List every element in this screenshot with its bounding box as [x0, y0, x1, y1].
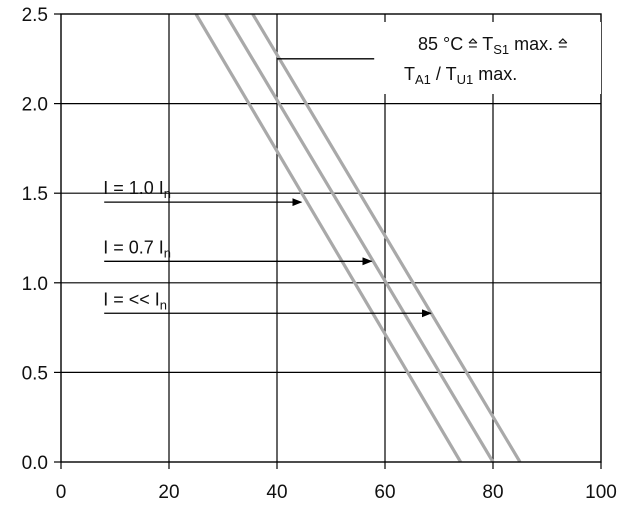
label-subscript: n: [164, 245, 171, 260]
label-i10: I = 1.0 In: [103, 178, 171, 201]
y-tick-label: 1.5: [22, 184, 48, 205]
note-line-2: TA1 / TU1 max.: [404, 64, 517, 87]
label-subscript: n: [164, 186, 171, 201]
corresponds-symbol: =: [558, 37, 567, 54]
x-tick-label: 100: [585, 482, 617, 503]
plot-border: [60, 13, 602, 463]
note-background: [382, 22, 601, 94]
x-tick-label: 40: [266, 482, 287, 503]
hat-mark: [468, 38, 478, 44]
x-tick-label: 20: [158, 482, 179, 503]
label-subscript: n: [160, 297, 167, 312]
note-line-1: 85 °C = TS1 max. =: [418, 34, 568, 57]
curves: [194, 14, 522, 462]
y-tick-label: 2.5: [22, 5, 48, 26]
y-tick-label: 0.0: [22, 453, 48, 474]
corresponds-symbol: =: [468, 37, 477, 54]
y-tick-label: 2.0: [22, 95, 48, 116]
x-tick-label: 0: [56, 482, 67, 503]
x-tick-label: 60: [374, 482, 395, 503]
label-i07: I = 0.7 In: [103, 237, 171, 260]
x-tick-label: 80: [482, 482, 503, 503]
label-ill: I = << In: [103, 289, 167, 312]
y-tick-label: 1.0: [22, 274, 48, 295]
tick-labels: 0 20 40 60 80 100 0.0 0.5 1.0 1.5 2.0 2.5: [22, 5, 617, 503]
y-tick-label: 0.5: [22, 363, 48, 384]
annotations: I = 1.0 In I = 0.7 In I = << In: [103, 178, 432, 318]
limit-note: 85 °C = TS1 max. = TA1 / TU1 max.: [277, 22, 601, 94]
plot-frame: [54, 13, 602, 469]
series-line-1: [194, 14, 462, 462]
series-line-3: [251, 14, 522, 462]
hat-mark: [558, 38, 568, 44]
series-line-2: [224, 14, 495, 462]
